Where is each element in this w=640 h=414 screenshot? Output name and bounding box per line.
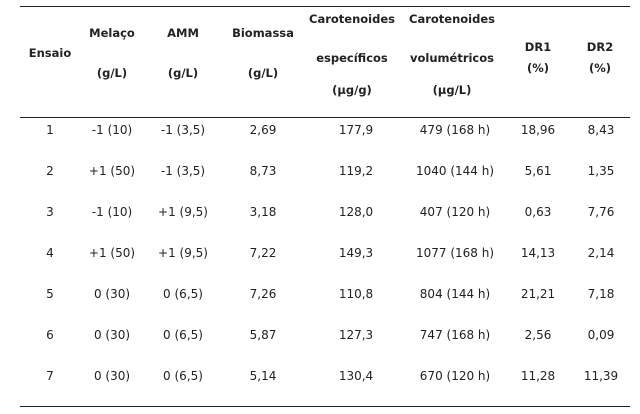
cell-amm: 0 (6,5) (163, 369, 203, 383)
bottom-rule (20, 406, 630, 407)
cell-dr2: 8,43 (587, 123, 615, 137)
cell-dr1: 0,63 (524, 205, 552, 219)
cell-dr2: 1,35 (587, 164, 615, 178)
cell-biomassa: 7,22 (249, 246, 277, 260)
header-carotenoides-volumetricos-2: volumétricos (410, 51, 494, 65)
cell-melaco: -1 (10) (91, 205, 133, 219)
cell-biomassa: 2,69 (249, 123, 277, 137)
cell-biomassa: 5,14 (249, 369, 277, 383)
cell-dr2: 7,76 (587, 205, 615, 219)
header-dr2: DR2 (586, 40, 614, 54)
cell-ensaio: 1 (46, 123, 54, 137)
header-carotenoides-especificos-unit: (µg/g) (332, 83, 372, 97)
header-dr1-unit: (%) (526, 61, 550, 75)
cell-carotenoides-volumetricos: 1040 (144 h) (415, 164, 495, 178)
cell-ensaio: 6 (46, 328, 54, 342)
cell-biomassa: 8,73 (249, 164, 277, 178)
cell-dr1: 11,28 (520, 369, 556, 383)
header-carotenoides-volumetricos-unit: (µg/L) (432, 83, 472, 97)
header-melaco: Melaço (89, 26, 135, 40)
cell-dr1: 18,96 (520, 123, 556, 137)
cell-dr2: 0,09 (587, 328, 615, 342)
cell-ensaio: 4 (46, 246, 54, 260)
cell-carotenoides-volumetricos: 804 (144 h) (419, 287, 491, 301)
header-ensaio: Ensaio (28, 46, 72, 60)
header-carotenoides-volumetricos: Carotenoides (409, 12, 495, 26)
cell-dr1: 21,21 (520, 287, 556, 301)
cell-dr2: 2,14 (587, 246, 615, 260)
cell-amm: 0 (6,5) (163, 328, 203, 342)
cell-dr1: 14,13 (520, 246, 556, 260)
cell-carotenoides-especificos: 130,4 (338, 369, 374, 383)
header-biomassa-unit: (g/L) (247, 66, 279, 80)
cell-amm: +1 (9,5) (158, 205, 208, 219)
cell-carotenoides-especificos: 128,0 (338, 205, 374, 219)
cell-carotenoides-volumetricos: 747 (168 h) (419, 328, 491, 342)
cell-melaco: 0 (30) (93, 287, 131, 301)
cell-dr1: 2,56 (524, 328, 552, 342)
cell-ensaio: 2 (46, 164, 54, 178)
cell-carotenoides-especificos: 149,3 (338, 246, 374, 260)
cell-carotenoides-volumetricos: 407 (120 h) (419, 205, 491, 219)
header-rule (20, 117, 630, 118)
cell-amm: 0 (6,5) (163, 287, 203, 301)
cell-ensaio: 5 (46, 287, 54, 301)
cell-dr1: 5,61 (524, 164, 552, 178)
header-melaco-unit: (g/L) (96, 66, 128, 80)
header-carotenoides-especificos-2: específicos (316, 51, 388, 65)
header-dr1: DR1 (524, 40, 552, 54)
header-amm: AMM (167, 26, 199, 40)
cell-melaco: -1 (10) (91, 123, 133, 137)
header-dr2-unit: (%) (588, 61, 612, 75)
cell-carotenoides-volumetricos: 479 (168 h) (419, 123, 491, 137)
cell-biomassa: 3,18 (249, 205, 277, 219)
cell-amm: -1 (3,5) (160, 164, 206, 178)
cell-carotenoides-volumetricos: 670 (120 h) (419, 369, 491, 383)
cell-ensaio: 3 (46, 205, 54, 219)
cell-melaco: +1 (50) (88, 246, 136, 260)
cell-dr2: 7,18 (587, 287, 615, 301)
cell-biomassa: 5,87 (249, 328, 277, 342)
cell-amm: +1 (9,5) (158, 246, 208, 260)
cell-carotenoides-volumetricos: 1077 (168 h) (415, 246, 495, 260)
cell-melaco: 0 (30) (93, 369, 131, 383)
header-carotenoides-especificos: Carotenoides (309, 12, 395, 26)
cell-carotenoides-especificos: 110,8 (338, 287, 374, 301)
cell-carotenoides-especificos: 127,3 (338, 328, 374, 342)
cell-carotenoides-especificos: 177,9 (338, 123, 374, 137)
cell-melaco: +1 (50) (88, 164, 136, 178)
cell-carotenoides-especificos: 119,2 (338, 164, 374, 178)
header-amm-unit: (g/L) (167, 66, 199, 80)
cell-ensaio: 7 (46, 369, 54, 383)
cell-biomassa: 7,26 (249, 287, 277, 301)
cell-melaco: 0 (30) (93, 328, 131, 342)
top-rule (20, 6, 630, 7)
cell-dr2: 11,39 (583, 369, 619, 383)
cell-amm: -1 (3,5) (160, 123, 206, 137)
header-biomassa: Biomassa (232, 26, 294, 40)
